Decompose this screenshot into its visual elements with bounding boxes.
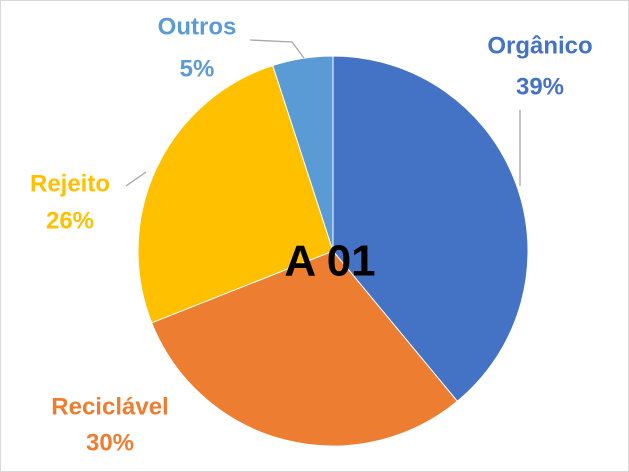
pie-slice — [137, 64, 334, 324]
pie — [137, 55, 529, 447]
slice-value-label: 26% — [46, 207, 94, 234]
slice-label: Rejeito — [30, 170, 110, 197]
center-label: A 01 — [284, 237, 375, 286]
slice-label: Outros — [158, 13, 237, 40]
slice-label: Reciclável — [51, 393, 168, 420]
pie-slice — [272, 55, 334, 252]
pie-slice — [332, 55, 529, 402]
slice-value-label: 39% — [516, 73, 564, 100]
pie-slice — [151, 250, 459, 447]
leader-line — [249, 39, 305, 59]
slice-label: Orgânico — [487, 32, 592, 59]
leader-line — [125, 171, 147, 187]
slice-value-label: 30% — [86, 429, 134, 456]
slice-value-label: 5% — [180, 55, 215, 82]
